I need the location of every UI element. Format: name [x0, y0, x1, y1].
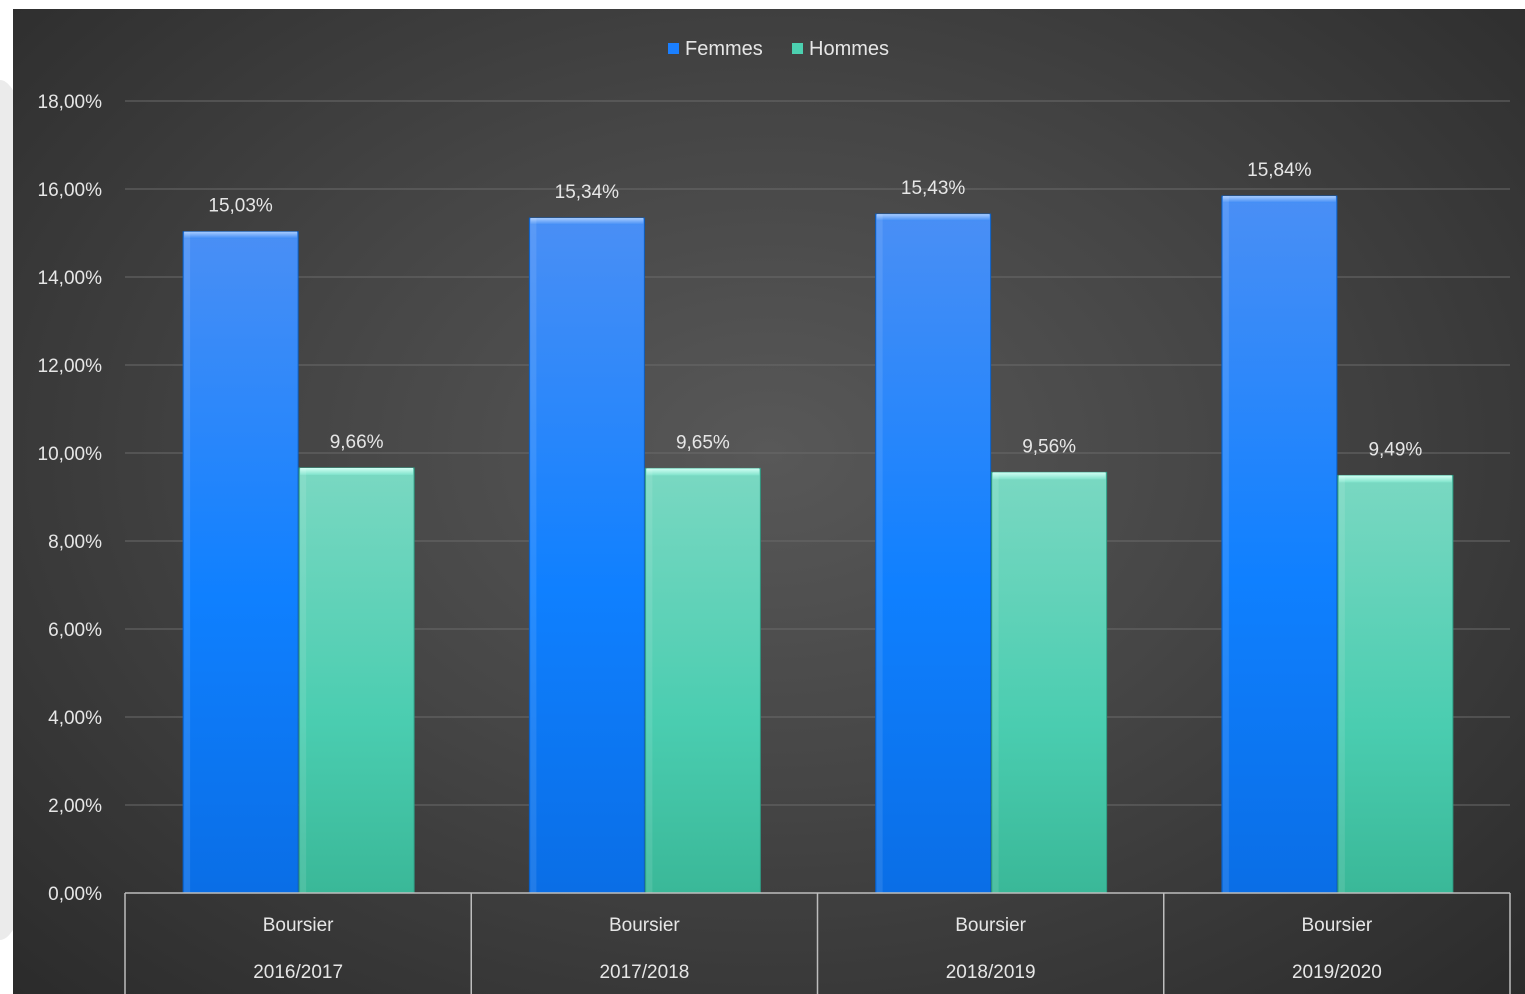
category-label: Boursier	[263, 915, 334, 936]
y-tick-label: 4,00%	[48, 708, 102, 729]
bar-chart: Femmes Hommes 0,00% 2,00% 4,00% 6,00% 8,00% 1…	[38, 38, 1511, 994]
legend-swatch-femmes	[668, 43, 679, 54]
y-tick-label: 16,00%	[38, 180, 103, 201]
y-tick-label: 14,00%	[38, 268, 103, 289]
bar-top-femmes	[1222, 196, 1336, 204]
legend-swatch-hommes	[792, 43, 803, 54]
bar-hommes	[644, 467, 761, 894]
data-label-hommes: 9,65%	[676, 432, 730, 453]
bar-femmes	[528, 217, 645, 894]
bar-top-femmes	[530, 218, 644, 226]
bar-hommes	[298, 467, 415, 894]
x-axis: Boursier 2016/2017 Boursier 2017/2018 Boursi…	[124, 892, 1511, 994]
bar-top-hommes	[992, 472, 1106, 480]
y-tick-label: 6,00%	[48, 620, 102, 641]
data-label-hommes: 9,56%	[1022, 436, 1076, 457]
bar-femmes	[182, 231, 299, 894]
bar-top-hommes	[1338, 475, 1452, 483]
legend: Femmes Hommes	[668, 38, 889, 60]
chart-panel: Femmes Hommes 0,00% 2,00% 4,00% 6,00% 8,00% 1…	[13, 9, 1525, 994]
bar-highlight	[184, 231, 191, 893]
bar-hommes	[991, 471, 1108, 894]
bar-top-femmes	[876, 214, 990, 222]
y-tick-label: 8,00%	[48, 532, 102, 553]
y-tick-label: 0,00%	[48, 884, 102, 905]
bars	[182, 195, 1454, 894]
category-year: 2018/2019	[946, 962, 1036, 983]
legend-label-hommes: Hommes	[809, 38, 889, 60]
y-tick-label: 18,00%	[38, 92, 103, 113]
bar-highlight	[530, 218, 537, 894]
category-label: Boursier	[955, 915, 1026, 936]
category-label: Boursier	[609, 915, 680, 936]
bar-highlight	[1222, 196, 1229, 894]
y-axis-labels: 0,00% 2,00% 4,00% 6,00% 8,00% 10,00% 12,00% 14,…	[38, 92, 103, 905]
bar-highlight	[992, 472, 999, 893]
bar-top-femmes	[184, 231, 298, 239]
data-label-femmes: 15,03%	[208, 196, 273, 217]
bar-femmes	[1221, 195, 1338, 894]
data-label-femmes: 15,34%	[555, 182, 620, 203]
bar-highlight	[646, 468, 653, 893]
bar-top-hommes	[646, 468, 760, 476]
data-label-hommes: 9,66%	[330, 432, 384, 453]
category-year: 2019/2020	[1292, 962, 1382, 983]
data-label-femmes: 15,43%	[901, 178, 966, 199]
y-tick-label: 2,00%	[48, 796, 102, 817]
data-label-femmes: 15,84%	[1247, 160, 1312, 181]
category-label: Boursier	[1302, 915, 1373, 936]
bar-top-hommes	[300, 467, 414, 475]
bar-highlight	[300, 467, 307, 893]
data-labels: 15,03% 9,66% 15,34% 9,65% 15,43% 9,56% 15,84% 9…	[208, 160, 1422, 460]
bar-highlight	[1338, 475, 1345, 893]
y-tick-label: 12,00%	[38, 356, 103, 377]
bar-hommes	[1337, 474, 1454, 894]
y-tick-label: 10,00%	[38, 444, 103, 465]
bar-femmes	[875, 213, 992, 894]
legend-label-femmes: Femmes	[685, 38, 763, 60]
category-year: 2016/2017	[253, 962, 343, 983]
category-year: 2017/2018	[599, 962, 689, 983]
data-label-hommes: 9,49%	[1368, 439, 1422, 460]
bar-highlight	[876, 214, 883, 893]
